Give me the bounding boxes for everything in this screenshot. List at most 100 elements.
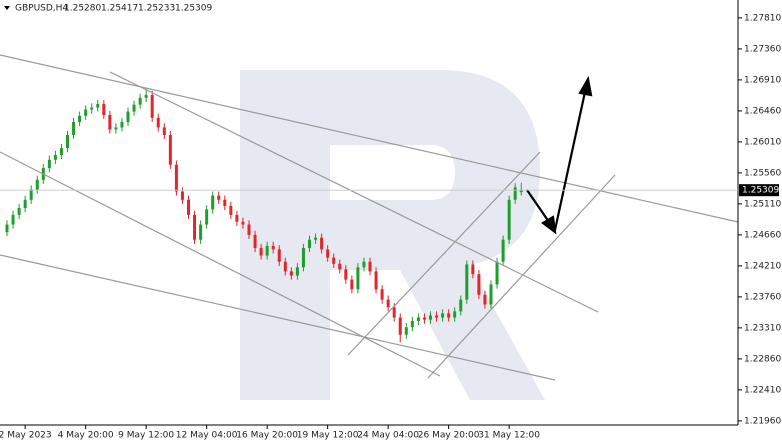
y-tick-label: 1.22860 (744, 354, 781, 364)
candle-body (386, 299, 390, 308)
candle-body (429, 315, 432, 320)
candle-body (78, 115, 82, 122)
candle-body (59, 148, 63, 155)
candle-body (471, 264, 475, 275)
trend-line (0, 254, 556, 381)
chart-symbol: GBPUSD,H4 (15, 4, 68, 14)
candle-body (489, 284, 493, 305)
candle-body (501, 239, 505, 262)
x-tick-label: 9 May 12:00 (118, 431, 174, 441)
y-tick-label: 1.27360 (744, 44, 781, 54)
y-tick-label: 1.26910 (744, 75, 781, 85)
candle-body (344, 269, 348, 280)
watermark (240, 70, 545, 400)
candle-body (72, 121, 76, 136)
arrow (553, 91, 587, 231)
candle-body (235, 214, 239, 222)
x-tick-label: 4 May 20:00 (58, 431, 114, 441)
candle-body (162, 127, 166, 136)
candle-body (47, 159, 51, 169)
y-tick-label: 1.22410 (744, 385, 781, 395)
candle-body (205, 209, 209, 225)
candle-body (320, 237, 324, 250)
candle-body (301, 247, 305, 268)
ohlc-label: 1.25280 (64, 4, 101, 14)
candle-body (441, 313, 445, 318)
candle-body (168, 135, 172, 165)
candle-body (326, 249, 330, 258)
candle-body (53, 154, 57, 160)
candle-body (114, 127, 118, 130)
candle-body (519, 190, 523, 193)
trend-lines (0, 54, 739, 381)
trend-line (109, 71, 599, 313)
candle-body (174, 164, 178, 192)
candle-body (108, 115, 112, 130)
header: GBPUSD,H4 1.25280 1.25417 1.25233 1.2530… (4, 4, 212, 14)
candle-body (180, 191, 184, 200)
candle-body (247, 224, 251, 235)
arrow (526, 189, 550, 223)
y-tick-label: 1.26010 (744, 137, 781, 147)
candle-body (332, 257, 336, 264)
candle-body (253, 234, 257, 248)
candle-body (223, 199, 227, 206)
candle-body (477, 274, 481, 295)
candle-body (435, 315, 439, 318)
y-tick-label: 1.24210 (744, 261, 781, 271)
candle-body (199, 224, 203, 240)
candle-body (380, 289, 384, 300)
candle-body (217, 195, 221, 200)
y-tick-label: 1.26460 (744, 106, 781, 116)
trend-line (0, 54, 739, 223)
candle-body (187, 199, 190, 215)
candle-body (90, 107, 94, 110)
candle-body (453, 311, 457, 318)
y-tick-label: 1.21960 (744, 416, 781, 426)
candle-body (308, 239, 311, 248)
trend-line (0, 151, 441, 377)
candle-body (271, 245, 275, 250)
logo (240, 70, 545, 400)
candle-body (447, 313, 451, 318)
candle-body (398, 317, 402, 335)
last-price-label: 1.25309 (742, 186, 779, 196)
x-tick-label: 26 May 20:00 (418, 431, 480, 441)
candle-body (229, 205, 233, 215)
arrow-head (578, 75, 593, 97)
candle-body (350, 279, 354, 290)
trend-line (427, 174, 616, 379)
candle-body (368, 261, 372, 272)
candle-body (459, 299, 463, 312)
candle-body (404, 327, 408, 335)
candle-body (132, 104, 136, 112)
candle-body (362, 261, 366, 268)
candle-body (265, 245, 269, 256)
y-tick-label: 1.23310 (744, 323, 781, 333)
candle-body (211, 195, 215, 210)
candle-body (422, 317, 426, 320)
candle-body (416, 317, 420, 321)
y-tick-label: 1.24660 (744, 230, 781, 240)
candle-body (23, 199, 27, 209)
y-tick-label: 1.23760 (744, 292, 781, 302)
candle-body (35, 179, 39, 190)
arrow-head (541, 215, 557, 235)
x-tick-label: 31 May 12:00 (478, 431, 540, 441)
candle-body (338, 263, 342, 270)
candle-body (356, 267, 360, 290)
candle-body (144, 95, 148, 98)
candle-body (84, 109, 88, 116)
candle-body (495, 261, 499, 285)
candle-body (193, 214, 197, 240)
y-tick-label: 1.27810 (744, 13, 781, 23)
candle-body (102, 104, 106, 116)
ohlc-label: 1.25233 (138, 4, 175, 14)
x-tick-label: 19 May 12:00 (297, 431, 359, 441)
candle-body (29, 189, 33, 200)
menu-arrow (4, 6, 10, 10)
x-tick-label: 2 May 2023 (0, 431, 52, 441)
candle-body (126, 111, 130, 122)
x-tick-label: 24 May 04:00 (357, 431, 419, 441)
